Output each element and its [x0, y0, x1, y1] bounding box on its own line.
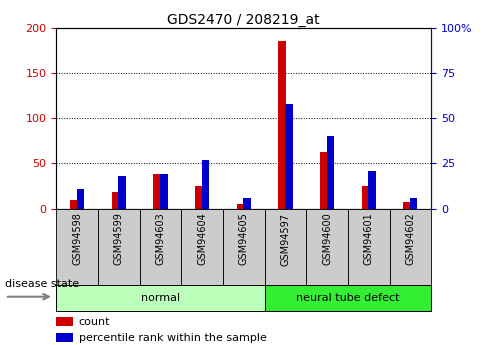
Text: percentile rank within the sample: percentile rank within the sample — [79, 333, 267, 343]
Bar — [265, 209, 306, 285]
Bar — [285, 104, 293, 209]
Bar — [368, 171, 376, 209]
Bar — [140, 209, 181, 285]
Text: GSM94600: GSM94600 — [322, 213, 332, 265]
Bar — [348, 209, 390, 285]
Bar — [119, 176, 126, 209]
Bar — [410, 198, 417, 209]
Text: GSM94599: GSM94599 — [114, 213, 124, 265]
Text: GSM94597: GSM94597 — [280, 213, 291, 266]
Bar — [56, 209, 98, 285]
Text: count: count — [79, 317, 110, 327]
Bar — [327, 136, 334, 209]
Text: GSM94605: GSM94605 — [239, 213, 249, 265]
Bar — [223, 209, 265, 285]
Bar — [153, 174, 161, 209]
Text: GSM94602: GSM94602 — [405, 213, 416, 265]
Bar — [306, 209, 348, 285]
Bar — [56, 317, 73, 326]
Title: GDS2470 / 208219_at: GDS2470 / 208219_at — [168, 12, 320, 27]
Bar — [244, 198, 251, 209]
Bar — [112, 193, 119, 209]
Bar — [70, 200, 77, 209]
Bar — [202, 160, 209, 209]
Text: disease state: disease state — [5, 279, 79, 289]
Bar — [160, 174, 168, 209]
Bar — [362, 186, 369, 209]
Bar — [195, 186, 202, 209]
Bar — [56, 285, 265, 310]
Bar — [98, 209, 140, 285]
Bar — [265, 285, 431, 310]
Text: GSM94598: GSM94598 — [72, 213, 82, 265]
Bar — [77, 189, 84, 209]
Bar — [390, 209, 431, 285]
Bar — [237, 204, 244, 209]
Text: normal: normal — [141, 293, 180, 303]
Bar — [403, 203, 411, 209]
Bar — [181, 209, 223, 285]
Text: GSM94604: GSM94604 — [197, 213, 207, 265]
Bar — [278, 41, 286, 209]
Bar — [320, 152, 327, 209]
Text: GSM94601: GSM94601 — [364, 213, 374, 265]
Bar — [56, 333, 73, 342]
Text: GSM94603: GSM94603 — [155, 213, 166, 265]
Text: neural tube defect: neural tube defect — [296, 293, 400, 303]
